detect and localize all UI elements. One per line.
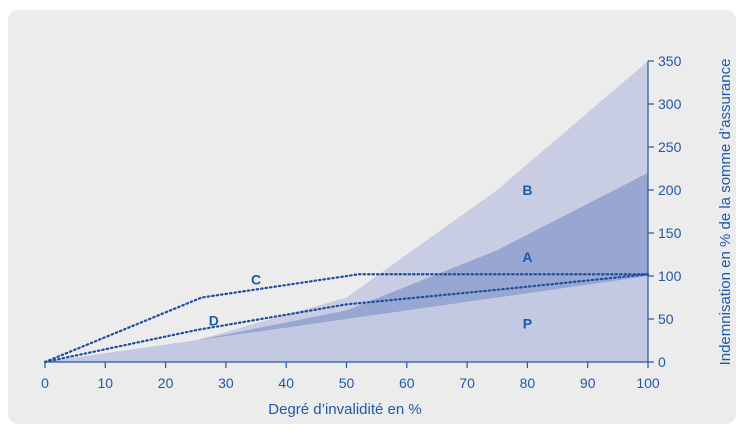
x-tick-label: 20 [158, 375, 174, 391]
region-labels-layer: B A P C D [209, 182, 533, 331]
y-tick-label: 200 [658, 182, 682, 198]
line-d [43, 273, 650, 364]
region-label-d: D [209, 313, 219, 329]
x-tick-label: 40 [278, 375, 294, 391]
x-tick-label: 60 [399, 375, 415, 391]
y-axis-title: Indemnisation en % de la somme d’assuran… [717, 59, 734, 366]
areas-layer [45, 61, 648, 362]
lines-layer [43, 273, 650, 364]
x-tick-label: 30 [218, 375, 234, 391]
y-tick-label: 350 [658, 53, 682, 69]
x-tick-label: 70 [459, 375, 475, 391]
y-tick-label: 50 [658, 311, 674, 327]
region-label-b: B [522, 182, 532, 198]
region-label-a: A [522, 249, 532, 265]
y-tick-label: 0 [658, 354, 666, 370]
y-tick-label: 250 [658, 139, 682, 155]
x-axis-title: Degré d’invalidité en % [268, 401, 421, 418]
region-label-c: C [251, 271, 261, 287]
axes-layer: 0 10 20 30 40 50 60 70 80 90 100 0 50 100 150 200 250 300… [41, 53, 681, 391]
y-tick-label: 150 [658, 225, 682, 241]
area-p [45, 276, 648, 362]
y-tick-label: 300 [658, 96, 682, 112]
x-tick-label: 0 [41, 375, 49, 391]
x-tick-label: 10 [98, 375, 114, 391]
x-tick-label: 80 [520, 375, 536, 391]
x-tick-label: 50 [339, 375, 355, 391]
line-c [43, 273, 650, 364]
x-tick-label: 100 [636, 375, 660, 391]
region-label-p: P [523, 315, 532, 331]
y-tick-label: 100 [658, 268, 682, 284]
x-tick-label: 90 [580, 375, 596, 391]
